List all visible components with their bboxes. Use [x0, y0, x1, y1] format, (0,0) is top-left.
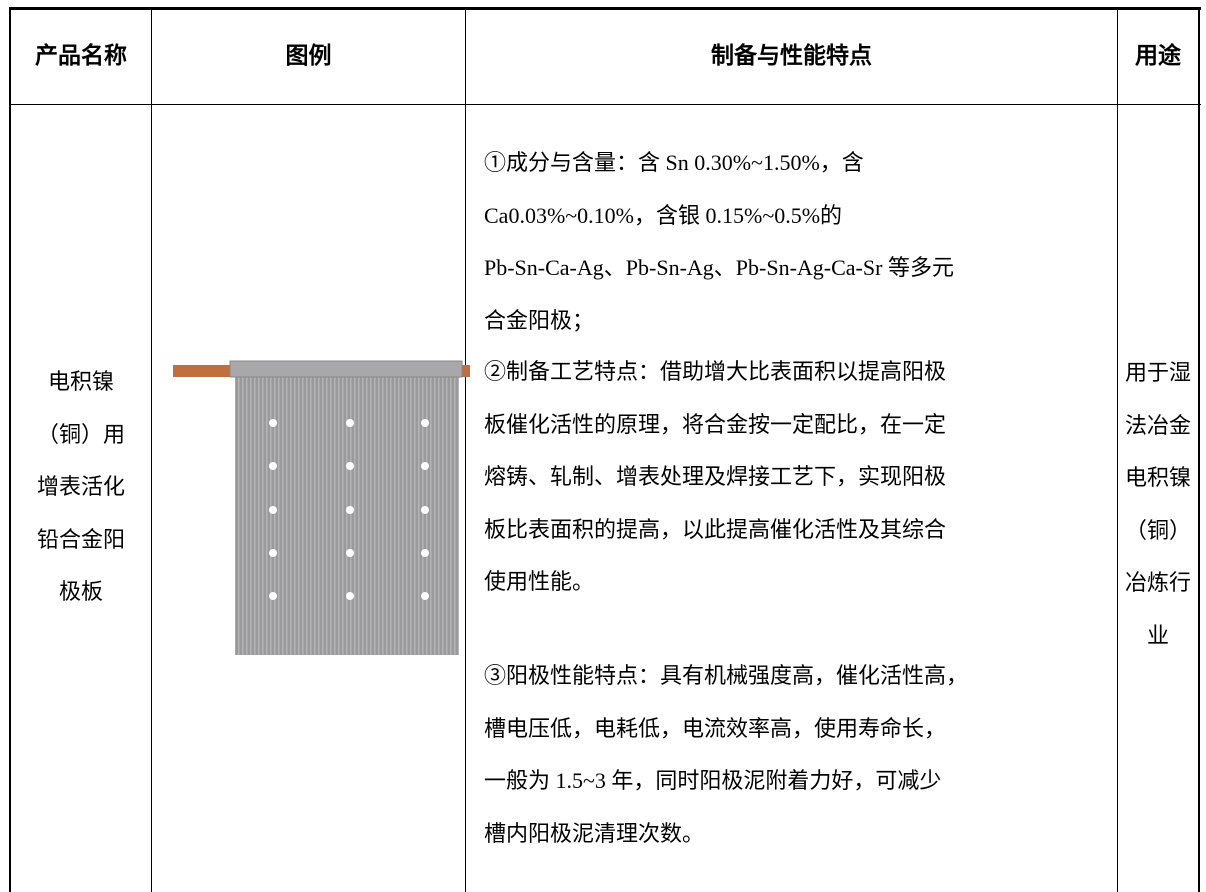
usage-line: 法冶金	[1124, 412, 1191, 438]
feature-line: 槽电压低，电耗低，电流效率高，使用寿命长，	[484, 715, 947, 741]
name-line: 电积镍	[47, 369, 114, 394]
name-line: （铜）用	[36, 421, 125, 447]
feature-line: ③阳极性能特点：具有机械强度高，催化活性高，	[484, 663, 969, 688]
usage-line: 电积镍	[1124, 465, 1191, 491]
header-cell: 用途	[1135, 43, 1181, 69]
anode-plate-image	[173, 360, 470, 655]
border-header	[9, 104, 1201, 105]
feature-line: 使用性能。	[484, 569, 595, 595]
border-right	[1198, 7, 1200, 892]
usage-line: 业	[1146, 622, 1169, 648]
feature-line: ①成分与含量：含 Sn 0.30%~1.50%，含	[484, 150, 864, 175]
feature-paragraph: ①成分与含量：含 Sn 0.30%~1.50%，含 Ca0.03%~0.10%，含…	[484, 137, 954, 347]
feature-line: 板催化活性的原理，将合金按一定配比，在一定	[484, 411, 947, 437]
name-line: 铅合金阳	[36, 526, 125, 552]
name-line: 增表活化	[36, 474, 125, 500]
bar-cap	[229, 360, 463, 378]
feature-paragraph: ③阳极性能特点：具有机械强度高，催化活性高， 槽电压低，电耗低，电流效率高，使用寿…	[484, 650, 968, 860]
feature-line: Ca0.03%~0.10%，含银 0.15%~0.5%的	[484, 202, 843, 228]
col-divider	[1117, 7, 1118, 892]
feature-line: 槽内阳极泥清理次数。	[484, 820, 705, 846]
header-cell: 图例	[285, 43, 332, 69]
feature-line: 一般为 1.5~3 年，同时阳极泥附着力好，可减少	[484, 768, 942, 794]
col-divider	[465, 7, 466, 892]
name-line: 极板	[58, 579, 103, 605]
feature-line: Pb-Sn-Ca-Ag、Pb-Sn-Ag、Pb-Sn-Ag-Ca-Sr 等多元	[484, 255, 954, 281]
usage-line: （铜）	[1124, 517, 1191, 543]
holes	[269, 419, 429, 600]
border-left	[9, 7, 11, 892]
usage: 用于湿法冶金电积镍 （铜） 冶炼行业	[1117, 347, 1199, 663]
feature-paragraph: ②制备工艺特点：借助增大比表面积以提高阳极 板催化活性的原理，将合金按一定配比，在…	[484, 346, 946, 609]
col-divider	[151, 7, 152, 892]
feature-line: 板比表面积的提高，以此提高催化活性及其综合	[484, 516, 947, 542]
product-name: 电积镍 （铜）用增表活化铅合金阳极板	[10, 356, 152, 619]
header-cell: 制备与性能特点	[711, 43, 872, 69]
feature-line: 熔铸、轧制、增表处理及焊接工艺下，实现阳极	[484, 464, 947, 490]
feature-line: ②制备工艺特点：借助增大比表面积以提高阳极	[484, 359, 947, 384]
border-top	[9, 7, 1201, 10]
feature-line: 合金阳极；	[484, 307, 595, 333]
header-cell: 产品名称	[35, 43, 127, 69]
usage-line: 用于湿	[1124, 360, 1191, 385]
usage-line: 冶炼行	[1124, 570, 1191, 596]
